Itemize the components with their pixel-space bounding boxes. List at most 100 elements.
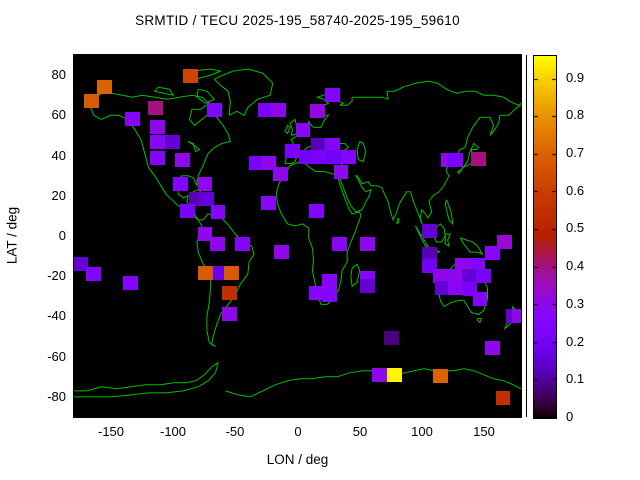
heatmap-cell — [248, 155, 264, 170]
heatmap-cell — [471, 151, 487, 166]
heatmap-cell — [295, 123, 311, 138]
coastline-path — [196, 213, 255, 348]
heatmap-cell — [383, 330, 399, 345]
heatmap-cell — [496, 235, 512, 250]
heatmap-cell — [149, 150, 165, 165]
heatmap-cell — [311, 149, 327, 164]
heatmap-cell — [372, 367, 387, 382]
heatmap-cell — [462, 269, 477, 284]
heatmap-cell — [147, 101, 163, 116]
heatmap-cell — [198, 266, 214, 281]
heatmap-cell — [485, 246, 500, 261]
heatmap-cell — [180, 203, 196, 218]
y-tick-label: 0 — [58, 228, 66, 243]
heatmap-cell — [273, 245, 289, 260]
heatmap-cell — [326, 149, 341, 164]
x-tick-label: 50 — [352, 424, 368, 439]
y-tick-label: 60 — [51, 107, 66, 122]
colorbar-tick-label: 0.6 — [566, 183, 585, 198]
colorbar — [533, 55, 557, 419]
colorbar-tick-label: 0 — [566, 409, 574, 424]
heatmap-cell — [448, 152, 464, 167]
heatmap-cell — [74, 257, 89, 272]
coastline-map — [74, 68, 521, 398]
colorbar-tick-label: 0.5 — [566, 220, 585, 235]
coastline-path — [213, 68, 274, 116]
heatmap-cell — [341, 149, 356, 164]
heatmap-cell — [272, 166, 288, 181]
heatmap-cell — [285, 143, 300, 158]
heatmap-cell — [222, 307, 238, 322]
heatmap-cell — [149, 120, 165, 135]
heatmap-cell — [386, 367, 402, 382]
coastline-path — [88, 92, 232, 221]
heatmap-cell — [124, 112, 140, 127]
heatmap-cell — [198, 191, 214, 206]
coastline-path — [187, 141, 201, 153]
heatmap-cell — [360, 279, 376, 294]
heatmap-cell — [258, 103, 274, 118]
heatmap-cell — [210, 237, 225, 252]
heatmap-cell — [85, 267, 101, 282]
x-tick-label: 0 — [294, 424, 302, 439]
heatmap-cell — [309, 104, 325, 119]
heatmap-cell — [495, 390, 511, 405]
coastline-path — [444, 199, 454, 226]
heatmap-cell — [455, 258, 471, 273]
coastline-path — [74, 361, 219, 398]
x-tick-label: -150 — [97, 424, 125, 439]
y-tick-label: 80 — [51, 67, 66, 82]
y-tick-label: -40 — [47, 308, 66, 323]
heatmap-cell — [421, 247, 437, 262]
coastline-path — [350, 263, 361, 288]
heatmap-cell — [360, 237, 376, 252]
coastline-path — [196, 88, 216, 104]
heatmap-cell — [310, 137, 326, 152]
heatmap-cell — [432, 368, 448, 383]
colorbar-tick-label: 0.3 — [566, 296, 585, 311]
coastline-path — [444, 233, 451, 248]
colorbar-tick-label: 0.2 — [566, 334, 585, 349]
heatmap-cell — [309, 203, 325, 218]
colorbar-tick-label: 0.1 — [566, 371, 585, 386]
heatmap-cell — [83, 94, 99, 109]
heatmap-cell — [123, 276, 138, 291]
map-plot-area — [73, 54, 522, 418]
heatmap-cell — [175, 152, 191, 167]
x-tick-label: 100 — [411, 424, 433, 439]
coastline-path — [477, 318, 482, 324]
x-tick-label: -50 — [225, 424, 245, 439]
heatmap-cell — [234, 237, 250, 252]
chart-title: SRMTID / TECU 2025-195_58740-2025-195_59… — [135, 13, 460, 28]
heatmap-cell — [165, 135, 181, 150]
heatmap-cell — [298, 149, 314, 164]
heatmap-cell — [512, 309, 521, 324]
y-tick-label: -20 — [47, 268, 66, 283]
heatmap-cell — [210, 204, 226, 219]
heatmap-cell — [197, 176, 213, 191]
heatmap-cell — [447, 281, 463, 296]
colorbar-tick-label: 0.7 — [566, 145, 585, 160]
y-tick-label: -80 — [47, 389, 66, 404]
heatmap-cell — [97, 80, 112, 95]
coastline-path — [396, 217, 400, 225]
heatmap-cell — [206, 103, 222, 118]
y-tick-label: 40 — [51, 148, 66, 163]
x-tick-label: 150 — [473, 424, 495, 439]
heatmap-cell — [447, 269, 462, 284]
heatmap-cell — [432, 269, 448, 284]
coastline-path — [356, 141, 367, 163]
colorbar-tick-label: 0.8 — [566, 107, 585, 122]
colorbar-tick-label: 0.9 — [566, 70, 585, 85]
heatmap-cell — [470, 258, 485, 273]
heatmap-cell — [197, 227, 213, 242]
plot-right-separator-line — [526, 55, 527, 417]
x-axis-title: LON / deg — [266, 452, 329, 467]
heatmap-cell — [475, 269, 491, 284]
heatmap-cell — [322, 274, 338, 289]
heatmap-cell — [173, 176, 189, 191]
heatmap-cell — [309, 286, 325, 301]
heatmap-cell — [435, 281, 451, 296]
x-tick-label: -100 — [159, 424, 187, 439]
